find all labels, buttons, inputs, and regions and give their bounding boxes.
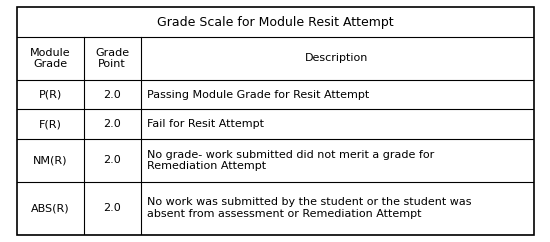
Text: 2.0: 2.0 (103, 119, 121, 129)
Text: Description: Description (305, 53, 368, 63)
Text: ABS(R): ABS(R) (31, 203, 69, 213)
Text: Grade Scale for Module Resit Attempt: Grade Scale for Module Resit Attempt (157, 16, 393, 29)
Text: 2.0: 2.0 (103, 203, 121, 213)
Text: Fail for Resit Attempt: Fail for Resit Attempt (147, 119, 265, 129)
Text: No grade- work submitted did not merit a grade for
Remediation Attempt: No grade- work submitted did not merit a… (147, 150, 434, 171)
Text: NM(R): NM(R) (33, 155, 67, 166)
Text: Grade
Point: Grade Point (95, 47, 129, 69)
Text: Module
Grade: Module Grade (30, 47, 70, 69)
Text: 2.0: 2.0 (103, 90, 121, 99)
Text: P(R): P(R) (39, 90, 62, 99)
Text: F(R): F(R) (39, 119, 62, 129)
Text: No work was submitted by the student or the student was
absent from assessment o: No work was submitted by the student or … (147, 197, 472, 219)
Text: Passing Module Grade for Resit Attempt: Passing Module Grade for Resit Attempt (147, 90, 370, 99)
Text: 2.0: 2.0 (103, 155, 121, 166)
